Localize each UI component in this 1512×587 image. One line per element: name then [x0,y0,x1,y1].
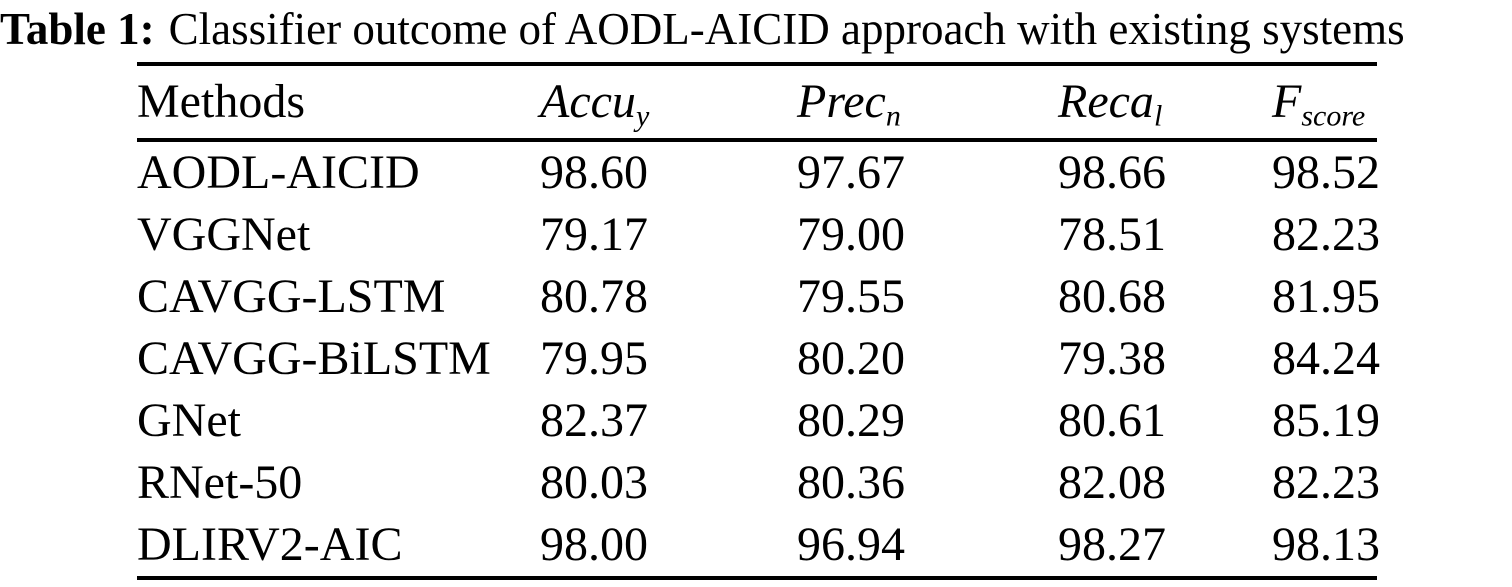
accuracy-cell: 82.37 [540,394,648,447]
method-cell: RNet-50 [137,456,303,509]
table-header-row: Methods Accuy Precn Recal Fscore [137,66,1377,142]
table-row: VGGNet 79.17 79.00 78.51 82.23 [137,204,1380,266]
precision-cell: 96.94 [797,518,905,571]
fscore-cell: 98.13 [1272,518,1380,571]
col-header-accuracy: Accuy [540,75,650,133]
table-row: DLIRV2-AIC 98.00 96.94 98.27 98.13 [137,514,1380,576]
method-cell: CAVGG-BiLSTM [137,332,491,385]
precision-cell: 79.00 [797,208,905,261]
col-header-fscore: Fscore [1272,75,1366,133]
recall-cell: 80.61 [1058,394,1166,447]
table-row: CAVGG-LSTM 80.78 79.55 80.68 81.95 [137,266,1380,328]
col-header-methods: Methods [137,75,305,128]
method-cell: GNet [137,394,241,447]
precision-cell: 80.36 [797,456,905,509]
table-caption-text: Classifier outcome of AODL-AICID approac… [168,4,1405,54]
accuracy-cell: 98.60 [540,146,648,199]
method-cell: CAVGG-LSTM [137,270,446,323]
method-cell: AODL-AICID [137,146,420,199]
table-body: AODL-AICID 98.60 97.67 98.66 98.52 VGGNe… [137,142,1380,580]
precision-cell: 80.20 [797,332,905,385]
table-row: GNet 82.37 80.29 80.61 85.19 [137,390,1380,452]
fscore-cell: 84.24 [1272,332,1380,385]
accuracy-cell: 98.00 [540,518,648,571]
recall-cell: 80.68 [1058,270,1166,323]
method-cell: VGGNet [137,208,311,261]
accuracy-cell: 80.78 [540,270,648,323]
recall-cell: 98.66 [1058,146,1166,199]
col-header-recall: Recal [1058,75,1163,133]
table-row: AODL-AICID 98.60 97.67 98.66 98.52 [137,142,1380,204]
accuracy-cell: 80.03 [540,456,648,509]
fscore-cell: 98.52 [1272,146,1380,199]
recall-cell: 82.08 [1058,456,1166,509]
recall-cell: 79.38 [1058,332,1166,385]
fscore-cell: 82.23 [1272,208,1380,261]
recall-cell: 98.27 [1058,518,1166,571]
table-caption: Table 1: Classifier outcome of AODL-AICID… [0,0,1512,58]
table-caption-number: Table 1: [0,4,155,54]
fscore-cell: 81.95 [1272,270,1380,323]
precision-cell: 97.67 [797,146,905,199]
col-header-precision: Precn [797,75,901,133]
fscore-cell: 85.19 [1272,394,1380,447]
results-table: Methods Accuy Precn Recal Fscore AODL-AI… [137,62,1380,580]
precision-cell: 79.55 [797,270,905,323]
accuracy-cell: 79.17 [540,208,648,261]
method-cell: DLIRV2-AIC [137,518,403,571]
precision-cell: 80.29 [797,394,905,447]
recall-cell: 78.51 [1058,208,1166,261]
accuracy-cell: 79.95 [540,332,648,385]
table-row: CAVGG-BiLSTM 79.95 80.20 79.38 84.24 [137,328,1380,390]
fscore-cell: 82.23 [1272,456,1380,509]
table-row: RNet-50 80.03 80.36 82.08 82.23 [137,452,1380,514]
